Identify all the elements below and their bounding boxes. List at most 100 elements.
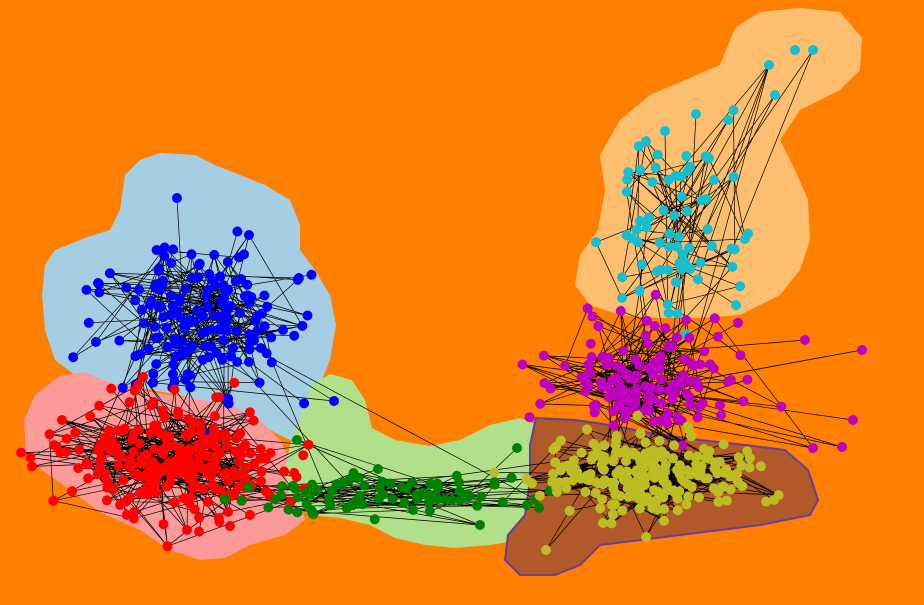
node-cyan bbox=[731, 300, 741, 310]
node-green bbox=[304, 489, 315, 500]
node-red bbox=[118, 475, 129, 486]
node-red bbox=[161, 442, 172, 453]
node-red bbox=[106, 434, 117, 445]
node-red bbox=[255, 453, 266, 464]
node-red bbox=[25, 452, 36, 463]
node-red bbox=[143, 459, 154, 470]
node-green bbox=[374, 493, 384, 504]
node-red bbox=[149, 444, 160, 455]
node-red bbox=[180, 457, 191, 468]
nodes-magenta bbox=[517, 289, 867, 461]
node-red bbox=[184, 474, 195, 484]
node-magenta bbox=[603, 357, 614, 368]
node-cyan bbox=[591, 237, 601, 248]
node-green bbox=[396, 482, 407, 493]
node-olive bbox=[645, 496, 655, 507]
node-blue bbox=[169, 376, 180, 387]
node-blue bbox=[117, 382, 128, 393]
node-blue bbox=[231, 326, 242, 337]
node-olive bbox=[551, 441, 561, 452]
node-olive bbox=[648, 445, 659, 456]
node-olive bbox=[682, 479, 693, 490]
node-olive bbox=[598, 518, 608, 528]
node-red bbox=[202, 497, 213, 507]
node-red bbox=[164, 477, 175, 488]
node-olive bbox=[668, 453, 678, 464]
node-blue bbox=[302, 310, 313, 321]
node-magenta bbox=[681, 315, 691, 325]
node-blue bbox=[209, 249, 220, 260]
node-olive bbox=[555, 465, 566, 476]
node-green bbox=[289, 483, 300, 494]
node-olive bbox=[674, 460, 685, 471]
node-red bbox=[189, 504, 200, 515]
node-magenta bbox=[663, 342, 674, 353]
node-blue bbox=[153, 332, 164, 343]
node-red bbox=[248, 459, 259, 470]
node-blue bbox=[203, 352, 214, 363]
node-olive bbox=[744, 462, 755, 473]
node-olive bbox=[597, 494, 608, 505]
node-blue bbox=[168, 359, 179, 370]
node-green bbox=[355, 490, 366, 501]
node-magenta bbox=[631, 383, 642, 394]
node-red bbox=[105, 446, 116, 456]
node-olive bbox=[686, 431, 697, 442]
node-magenta bbox=[630, 354, 641, 365]
node-olive bbox=[596, 451, 607, 461]
node-cyan bbox=[641, 136, 651, 147]
node-magenta bbox=[647, 365, 657, 376]
node-olive bbox=[659, 504, 669, 514]
node-cyan bbox=[658, 205, 669, 216]
node-red bbox=[221, 432, 232, 443]
node-olive bbox=[723, 468, 733, 479]
node-green bbox=[338, 478, 349, 488]
node-blue bbox=[81, 284, 92, 295]
node-olive bbox=[649, 472, 660, 483]
node-magenta bbox=[640, 381, 651, 392]
node-blue bbox=[242, 279, 253, 290]
node-red bbox=[220, 468, 231, 478]
node-magenta bbox=[619, 413, 630, 424]
node-magenta bbox=[738, 396, 749, 407]
node-cyan bbox=[647, 177, 658, 188]
node-cyan bbox=[682, 206, 693, 217]
node-cyan bbox=[662, 299, 673, 310]
node-blue bbox=[254, 377, 265, 388]
node-magenta bbox=[848, 415, 858, 425]
node-blue bbox=[143, 343, 154, 354]
node-blue bbox=[244, 337, 255, 348]
node-red bbox=[248, 415, 259, 426]
node-red bbox=[93, 444, 103, 455]
node-red bbox=[73, 463, 84, 474]
node-cyan bbox=[790, 45, 800, 55]
node-red bbox=[256, 466, 267, 477]
node-olive bbox=[713, 487, 724, 498]
node-olive bbox=[683, 450, 694, 461]
node-cyan bbox=[691, 109, 701, 119]
node-green bbox=[219, 494, 230, 505]
node-magenta bbox=[681, 389, 692, 399]
node-blue bbox=[196, 327, 207, 338]
node-cyan bbox=[675, 171, 686, 182]
node-red bbox=[189, 418, 200, 428]
node-cyan bbox=[702, 224, 713, 235]
node-magenta bbox=[630, 395, 641, 406]
node-magenta bbox=[589, 407, 600, 418]
node-olive bbox=[698, 444, 709, 454]
node-red bbox=[150, 422, 160, 433]
node-blue bbox=[172, 193, 182, 203]
node-olive bbox=[566, 463, 577, 474]
node-olive bbox=[669, 440, 680, 451]
node-olive bbox=[607, 509, 618, 520]
node-cyan bbox=[727, 261, 738, 272]
node-cyan bbox=[623, 167, 634, 178]
node-olive bbox=[641, 532, 651, 542]
node-magenta bbox=[585, 368, 596, 379]
node-magenta bbox=[693, 382, 704, 393]
node-green bbox=[270, 494, 281, 505]
node-magenta bbox=[776, 401, 787, 412]
node-olive bbox=[592, 442, 602, 453]
node-blue bbox=[246, 292, 257, 303]
node-blue bbox=[250, 316, 261, 326]
